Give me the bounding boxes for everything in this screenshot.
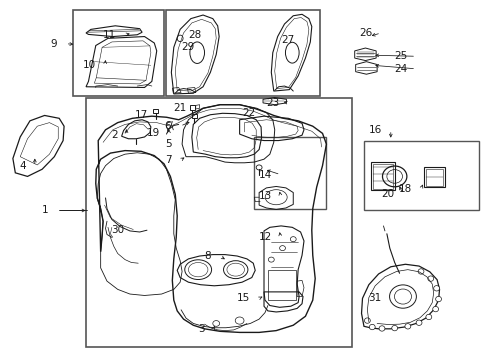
Ellipse shape [364,318,369,323]
Text: 14: 14 [258,170,271,180]
Text: 7: 7 [164,155,171,165]
Text: 29: 29 [181,42,194,52]
Ellipse shape [368,324,374,330]
Text: 26: 26 [358,28,371,38]
Bar [254,137,326,209]
Ellipse shape [415,320,421,325]
Text: 2: 2 [111,130,118,140]
Ellipse shape [425,314,431,320]
Text: 11: 11 [102,30,116,40]
Text: 12: 12 [258,232,271,242]
Bar [267,270,295,300]
Ellipse shape [391,325,397,331]
Text: 22: 22 [242,108,255,118]
Text: 24: 24 [393,64,407,74]
Text: 6: 6 [164,121,171,131]
Ellipse shape [433,285,439,291]
Text: 17: 17 [134,111,148,121]
Text: 5: 5 [164,139,171,149]
Text: 9: 9 [50,39,57,49]
Text: 21: 21 [173,103,186,113]
Text: 4: 4 [20,161,26,171]
Bar [363,140,478,211]
Bar [423,167,445,187]
Text: 27: 27 [281,35,294,45]
Ellipse shape [435,296,441,302]
Text: 23: 23 [266,98,279,108]
Bar [166,10,320,96]
Ellipse shape [404,324,410,329]
Text: 25: 25 [393,51,407,61]
Text: 10: 10 [83,60,96,70]
Text: 20: 20 [380,189,393,199]
Text: 28: 28 [188,30,201,40]
Text: 13: 13 [258,191,271,201]
Ellipse shape [427,276,433,281]
Bar [372,163,392,189]
Bar [86,98,351,347]
Bar [370,162,394,190]
Text: 3: 3 [198,324,204,334]
Text: 1: 1 [42,206,48,216]
Bar [73,10,163,96]
Text: 15: 15 [237,293,250,303]
Text: 19: 19 [146,129,160,138]
Ellipse shape [378,326,384,331]
Text: 16: 16 [368,125,381,135]
Bar [425,169,443,186]
Text: 8: 8 [204,251,211,261]
Text: 30: 30 [111,225,124,235]
Ellipse shape [432,306,438,312]
Ellipse shape [417,269,423,274]
Text: 31: 31 [367,293,380,303]
Text: 18: 18 [398,184,411,194]
